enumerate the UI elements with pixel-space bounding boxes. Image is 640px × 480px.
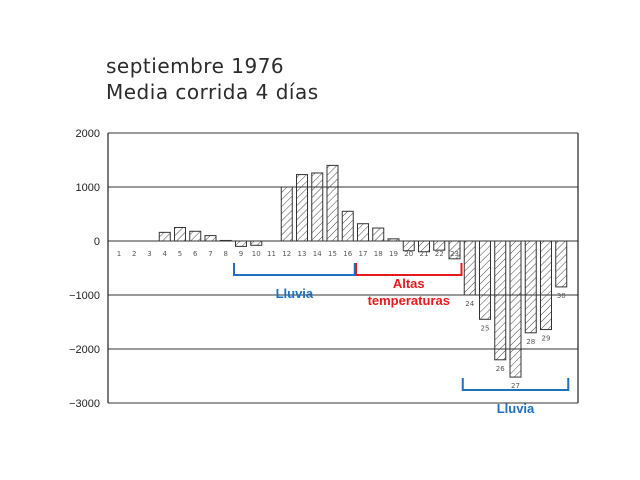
x-tick-label: 7 bbox=[208, 250, 212, 258]
x-tick-label: 23 bbox=[450, 250, 459, 258]
bar bbox=[387, 238, 400, 242]
bar bbox=[341, 210, 354, 242]
bar bbox=[174, 227, 186, 242]
y-tick-label: −2000 bbox=[69, 344, 100, 356]
x-tick-label: 17 bbox=[359, 250, 368, 258]
x-tick-label: 4 bbox=[163, 250, 168, 258]
bar bbox=[219, 239, 232, 242]
bar bbox=[418, 240, 430, 253]
y-tick-label: −3000 bbox=[69, 398, 100, 410]
bar bbox=[524, 240, 537, 334]
annotation-label: Lluvia bbox=[276, 286, 314, 301]
x-tick-label: 16 bbox=[343, 250, 352, 258]
bar bbox=[357, 223, 369, 242]
y-tick-label: 0 bbox=[94, 236, 100, 248]
annotation-label: Lluvia bbox=[497, 401, 535, 416]
bar bbox=[235, 240, 247, 247]
x-tick-label: 26 bbox=[496, 365, 505, 373]
annotation-bracket bbox=[355, 263, 463, 276]
x-tick-label: 24 bbox=[465, 300, 474, 308]
chart-title: septiembre 1976 bbox=[106, 54, 285, 78]
bar bbox=[280, 186, 293, 242]
annotation-label: temperaturas bbox=[368, 293, 450, 308]
bar bbox=[326, 164, 339, 242]
x-tick-label: 9 bbox=[239, 250, 243, 258]
x-tick-label: 6 bbox=[193, 250, 198, 258]
x-tick-label: 18 bbox=[374, 250, 383, 258]
bar bbox=[448, 240, 461, 260]
bar bbox=[250, 240, 263, 246]
bar bbox=[463, 240, 476, 296]
bar bbox=[372, 227, 385, 242]
x-tick-label: 19 bbox=[389, 250, 398, 258]
bars-layer bbox=[158, 164, 568, 378]
x-tick-label: 28 bbox=[526, 338, 535, 346]
x-tick-label: 22 bbox=[435, 250, 444, 258]
x-tick-label: 3 bbox=[147, 250, 151, 258]
x-tick-label: 27 bbox=[511, 382, 520, 390]
x-tick-label: 5 bbox=[178, 250, 182, 258]
y-tick-label: 2000 bbox=[76, 128, 100, 140]
x-tick-label: 30 bbox=[557, 292, 566, 300]
bar bbox=[189, 230, 202, 242]
bar bbox=[433, 240, 446, 251]
x-tick-label: 1 bbox=[117, 250, 121, 258]
x-tick-labels: 1 2 3 4 5 6 7 8 9 10 11 12 13 14 15 16 17 18 19 20 21 22 23242… bbox=[117, 250, 566, 390]
bar bbox=[402, 240, 415, 252]
x-tick-label: 12 bbox=[282, 250, 291, 258]
chart-subtitle: Media corrida 4 días bbox=[106, 80, 319, 104]
y-tick-label: 1000 bbox=[76, 182, 100, 194]
grid-layer bbox=[107, 132, 579, 404]
bar bbox=[494, 240, 507, 361]
x-tick-label: 25 bbox=[481, 324, 490, 332]
bar bbox=[479, 240, 491, 320]
annotation-bracket bbox=[233, 263, 356, 276]
annotations: Lluvia Altas temperaturas Lluvia bbox=[233, 263, 570, 416]
x-tick-label: 15 bbox=[328, 250, 337, 258]
annotation-bracket bbox=[461, 378, 570, 391]
x-tick-label: 20 bbox=[404, 250, 413, 258]
x-tick-label: 2 bbox=[132, 250, 136, 258]
x-tick-label: 11 bbox=[267, 250, 276, 258]
bar bbox=[555, 240, 568, 288]
x-tick-label: 13 bbox=[298, 250, 307, 258]
x-tick-label: 10 bbox=[252, 250, 261, 258]
x-tick-label: 29 bbox=[542, 335, 551, 343]
bar bbox=[158, 231, 171, 242]
x-tick-label: 21 bbox=[420, 250, 429, 258]
annotation-label: Altas bbox=[393, 276, 425, 291]
bar bbox=[296, 174, 308, 242]
x-tick-label: 8 bbox=[224, 250, 228, 258]
y-tick-labels: 2000 1000 0 −1000 −2000 −3000 bbox=[69, 128, 100, 410]
y-tick-label: −1000 bbox=[69, 290, 100, 302]
bar bbox=[540, 240, 552, 331]
bar bbox=[311, 172, 324, 242]
bar bbox=[204, 235, 217, 242]
bar bbox=[509, 240, 522, 378]
x-tick-label: 14 bbox=[313, 250, 322, 258]
